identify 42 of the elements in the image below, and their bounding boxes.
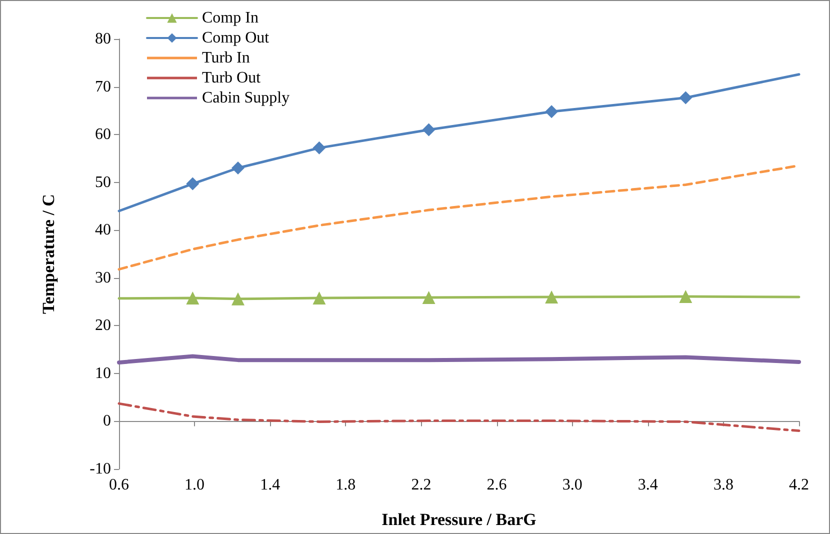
y-tick-label: 20 [95, 317, 111, 334]
point [679, 91, 692, 104]
x-tick-label: 4.2 [789, 476, 809, 494]
point [312, 291, 326, 304]
x-tick-label: 0.6 [109, 476, 129, 494]
x-tick-label: 1.4 [260, 476, 280, 494]
x-tick-label: 1.0 [184, 476, 205, 494]
y-tick-label: 60 [95, 126, 111, 144]
point [422, 290, 436, 304]
y-axis-title: Temperature / C [39, 194, 58, 314]
point [232, 162, 244, 174]
y-tick-label: 30 [95, 269, 111, 286]
line-series [118, 73, 800, 212]
line-series [118, 402, 800, 432]
x-tick-label: 2.2 [411, 476, 432, 494]
legend-label: Cabin Supply [202, 90, 290, 106]
point [186, 291, 200, 304]
point [422, 123, 436, 136]
point [312, 141, 326, 154]
y-tick-label: 10 [95, 364, 111, 382]
x-tick-label: 3.4 [638, 476, 658, 494]
y-tick-label: 80 [95, 30, 111, 48]
x-tick-label: 1.8 [336, 476, 356, 494]
point [186, 177, 200, 190]
y-tick-label: 0 [103, 412, 111, 430]
y-tick-label: 70 [95, 78, 111, 96]
point [545, 290, 558, 304]
legend-label: Turb In [202, 50, 250, 66]
y-tick-label: 50 [95, 174, 111, 191]
x-tick-label: 3.0 [562, 476, 582, 494]
legend-label: Comp Out [202, 30, 270, 46]
y-tick-label: 40 [95, 222, 111, 239]
y-tick-label: -10 [90, 460, 111, 478]
line-series [117, 354, 801, 364]
x-axis-title: Inlet Pressure / BarG [382, 510, 536, 529]
point [232, 292, 244, 306]
legend-label: Comp In [202, 10, 258, 26]
x-tick-label: 3.8 [713, 476, 734, 494]
point [545, 105, 558, 118]
legend-label: Turb Out [202, 70, 262, 86]
x-tick-label: 2.6 [486, 476, 507, 494]
point [679, 290, 692, 304]
